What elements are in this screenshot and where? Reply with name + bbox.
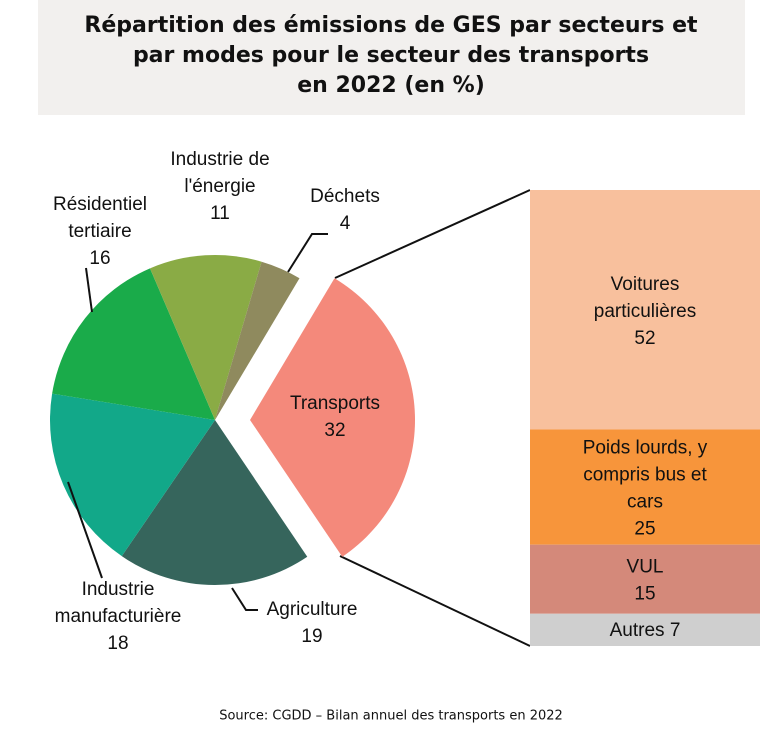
segment-value: 7 bbox=[670, 620, 681, 641]
segment-label: Poids lourds, y compris bus et cars bbox=[583, 438, 708, 513]
bar-segment bbox=[530, 190, 760, 430]
pie-slice bbox=[121, 420, 308, 585]
leader-line bbox=[231, 587, 258, 611]
slice-label: Transports bbox=[290, 393, 380, 414]
bar-segment bbox=[530, 429, 760, 545]
slice-value: 16 bbox=[89, 248, 110, 269]
segment-label: Voitures particulières bbox=[594, 274, 696, 322]
title-box bbox=[38, 0, 745, 115]
leader-line bbox=[67, 481, 103, 579]
connector bbox=[334, 189, 531, 279]
bar-segment bbox=[530, 544, 760, 614]
slice-label: Industrie manufacturière bbox=[55, 579, 182, 627]
pie-slice bbox=[215, 261, 300, 420]
pie-slice bbox=[250, 278, 415, 557]
connector bbox=[339, 555, 531, 647]
leader-line bbox=[287, 233, 328, 273]
segment-label: VUL bbox=[627, 557, 664, 578]
segment-value: 52 bbox=[634, 328, 655, 349]
slice-value: 18 bbox=[107, 633, 128, 654]
slice-value: 19 bbox=[301, 626, 322, 647]
slice-label: Déchets bbox=[310, 186, 380, 207]
segment-value: 25 bbox=[634, 519, 655, 540]
slice-label: Résidentiel tertiaire bbox=[53, 194, 147, 242]
leader-line bbox=[85, 267, 93, 313]
slice-label: Industrie de l'énergie bbox=[170, 149, 269, 197]
pie-slice bbox=[149, 255, 262, 420]
slice-label: Agriculture bbox=[267, 599, 358, 620]
segment-value: 15 bbox=[634, 584, 655, 605]
segment-label: Autres 7 bbox=[610, 620, 681, 641]
source: Source: CGDD – Bilan annuel des transpor… bbox=[219, 709, 563, 724]
bar-segment bbox=[530, 613, 760, 646]
pie-slice bbox=[49, 393, 215, 557]
chart-title: Répartition des émissions de GES par sec… bbox=[84, 13, 698, 98]
slice-value: 4 bbox=[340, 213, 351, 234]
slice-value: 11 bbox=[210, 203, 230, 224]
pie-slice bbox=[52, 268, 216, 420]
segment-name: Autres bbox=[610, 620, 665, 641]
slice-value: 32 bbox=[324, 420, 345, 441]
